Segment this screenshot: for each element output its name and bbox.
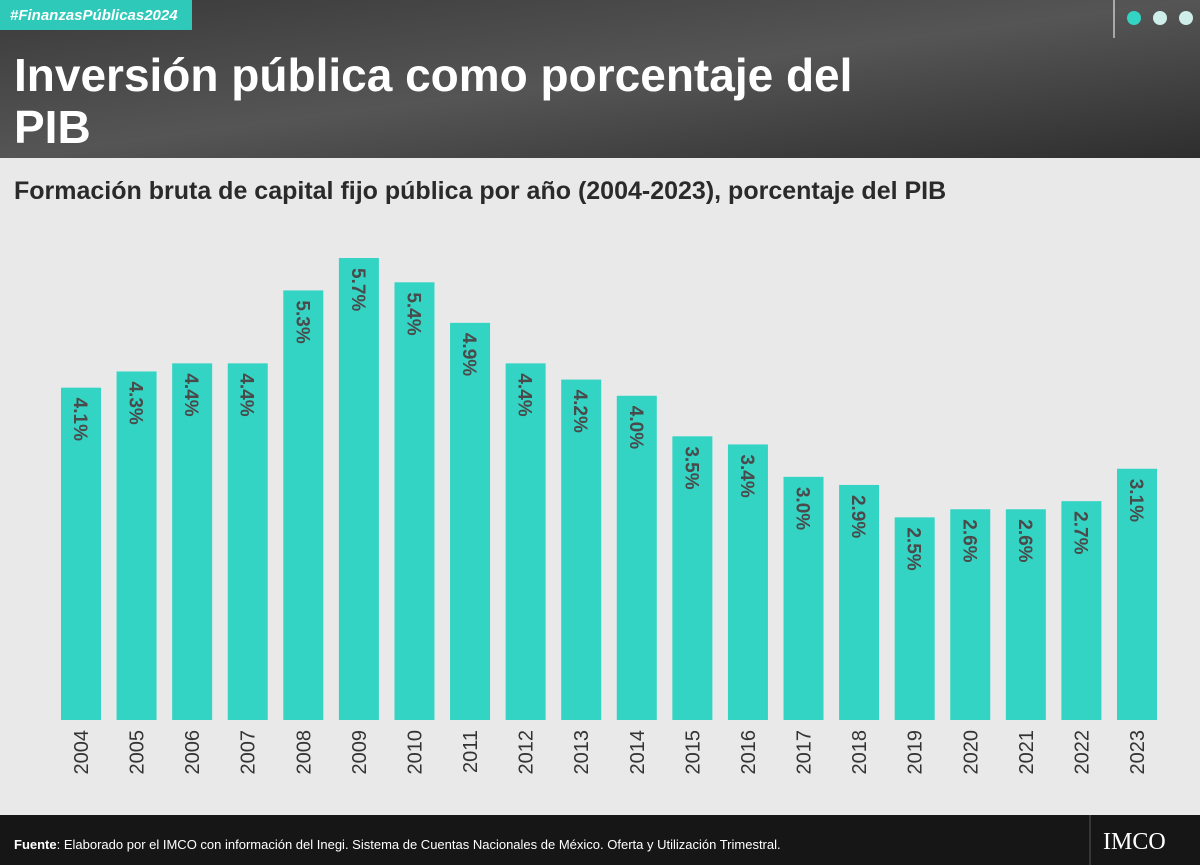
title-line: Inversión pública como porcentaje del <box>14 49 852 101</box>
value-label: 3.1% <box>1125 479 1146 522</box>
value-label: 4.4% <box>236 373 257 416</box>
x-tick-label: 2012 <box>516 730 538 775</box>
x-tick-label: 2009 <box>349 730 371 775</box>
value-label: 2.6% <box>958 519 979 562</box>
bar <box>1005 509 1046 720</box>
dot <box>1179 11 1193 25</box>
x-tick-label: 2022 <box>1071 730 1093 775</box>
source: Fuente: Elaborado por el IMCO con inform… <box>14 837 781 852</box>
value-label: 2.9% <box>847 495 868 538</box>
source-label: Fuente <box>14 837 57 852</box>
value-label: 4.4% <box>514 373 535 416</box>
value-label: 4.4% <box>180 373 201 416</box>
bar <box>727 444 768 720</box>
bar <box>394 282 435 720</box>
bar <box>561 379 602 720</box>
x-tick-label: 2023 <box>1127 730 1149 775</box>
x-tick-label: 2005 <box>127 730 149 775</box>
bar <box>505 363 546 720</box>
source-text: : Elaborado por el IMCO con información … <box>57 837 781 852</box>
chart-subtitle: Formación bruta de capital fijo pública … <box>14 177 946 205</box>
dot <box>1127 11 1141 25</box>
x-tick-label: 2008 <box>293 730 315 775</box>
bar <box>61 387 101 720</box>
value-label: 4.0% <box>625 406 646 449</box>
x-tick-label: 2007 <box>238 730 260 775</box>
x-tick-label: 2013 <box>571 730 593 775</box>
value-label: 5.4% <box>402 292 423 335</box>
value-label: 4.1% <box>69 398 90 441</box>
x-tick-label: 2018 <box>849 730 871 775</box>
bar <box>894 517 935 720</box>
bar <box>172 363 213 720</box>
x-tick-label: 2016 <box>738 730 760 775</box>
value-label: 3.4% <box>736 454 757 497</box>
x-tick-label: 2015 <box>682 730 704 775</box>
x-tick-label: 2014 <box>627 730 649 775</box>
title-line: PIB <box>14 101 91 153</box>
bar <box>227 363 268 720</box>
bar <box>783 476 824 720</box>
value-label: 4.9% <box>458 333 479 376</box>
bar <box>672 436 713 720</box>
value-label: 4.2% <box>569 390 590 433</box>
x-tick-label: 2017 <box>794 730 816 775</box>
value-label: 3.5% <box>680 446 701 489</box>
logo: IMCO <box>1103 829 1166 855</box>
x-tick-label: 2011 <box>460 730 482 773</box>
bar <box>116 371 157 720</box>
bar <box>1061 501 1102 720</box>
value-label: 2.6% <box>1014 519 1035 562</box>
bar <box>1117 468 1157 720</box>
tag: #FinanzasPúblicas2024 <box>10 7 178 24</box>
x-tick-label: 2010 <box>404 730 426 775</box>
header-background <box>0 0 1200 158</box>
bar <box>283 290 324 720</box>
bar <box>338 258 379 720</box>
x-tick-label: 2019 <box>905 730 927 775</box>
value-label: 2.5% <box>903 527 924 570</box>
value-label: 4.3% <box>125 381 146 424</box>
footer-background <box>0 815 1200 865</box>
x-tick-label: 2004 <box>71 730 93 775</box>
x-tick-label: 2021 <box>1016 730 1038 775</box>
value-label: 2.7% <box>1069 511 1090 554</box>
plot: 4.1% 2004 4.3% 2005 4.4% 2006 4.4% 2007 5.3% 2008… <box>61 258 1157 775</box>
x-tick-label: 2020 <box>960 730 982 775</box>
bar <box>950 509 991 720</box>
bar <box>839 484 880 720</box>
x-tick-label: 2006 <box>182 730 204 775</box>
value-label: 3.0% <box>792 487 813 530</box>
tag-background <box>0 0 192 30</box>
value-label: 5.7% <box>347 268 368 311</box>
bar <box>616 395 657 720</box>
dot <box>1153 11 1167 25</box>
bar <box>450 322 491 720</box>
value-label: 5.3% <box>291 300 312 343</box>
